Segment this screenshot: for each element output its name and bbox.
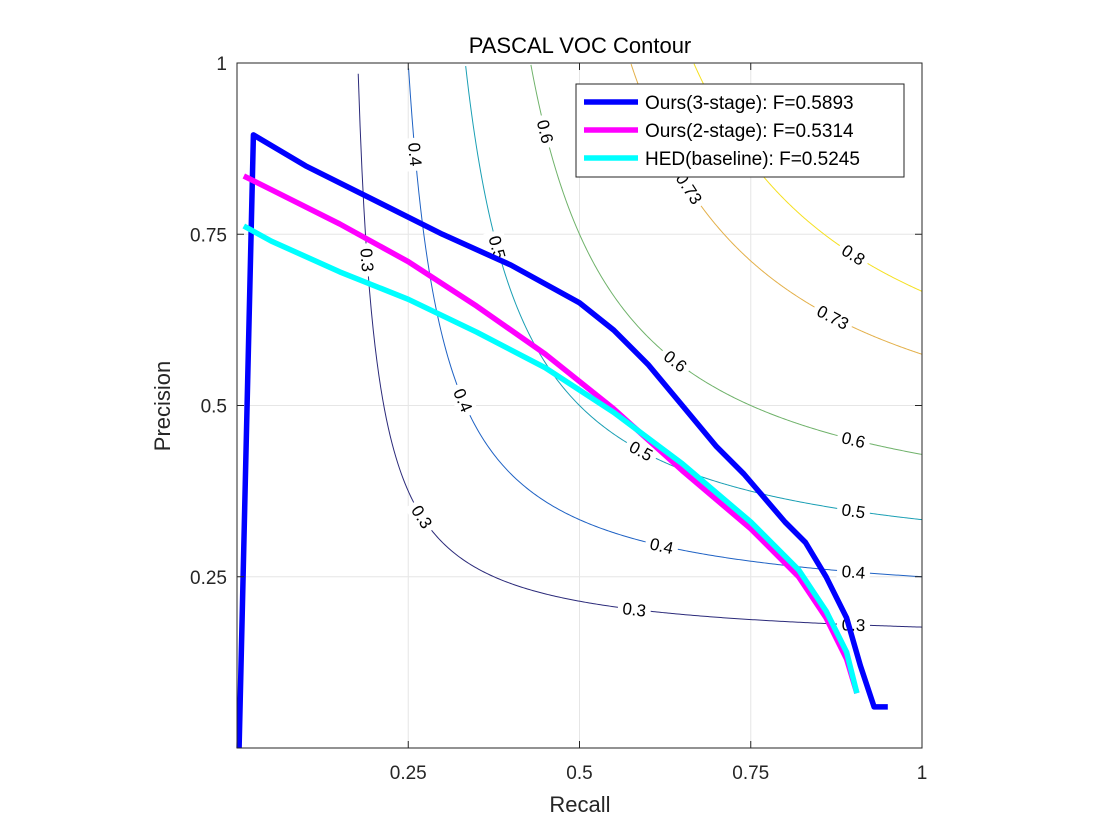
y-axis-label: Precision	[150, 361, 175, 451]
iso-label-bg	[643, 532, 681, 560]
series-line-1	[236, 132, 888, 749]
iso-label-bg	[656, 343, 695, 380]
y-tick-label: 0.75	[190, 225, 227, 246]
iso-label-bg	[531, 113, 559, 150]
iso-f-contours: 0.40.60.730.50.3 0.80.730.60.40.50.30.60.…	[356, 63, 922, 636]
axis-ticks: 0.25 0.5 0.75 1 0.25 0.5 0.75 1	[190, 54, 927, 784]
x-tick-label: 1	[917, 763, 928, 784]
iso-label-bg	[447, 381, 479, 420]
iso-f-label: 0.5	[840, 500, 866, 522]
y-tick-label: 1	[216, 54, 227, 75]
series-line-2	[242, 173, 860, 694]
x-tick-label: 0.75	[732, 763, 769, 784]
x-tick-label: 0.5	[566, 763, 592, 784]
iso-f-label: 0.4	[841, 562, 866, 583]
iso-label-bg	[403, 137, 427, 172]
iso-label-bg	[834, 237, 873, 273]
legend-entry: Ours(3-stage): F=0.5893	[645, 93, 854, 114]
iso-label-bg	[835, 498, 872, 524]
iso-label-bg	[835, 426, 872, 454]
iso-label-bg	[836, 560, 871, 584]
y-tick-label: 0.25	[190, 568, 227, 589]
iso-label-bg	[621, 434, 661, 468]
series-line-3	[242, 223, 860, 694]
legend: Ours(3-stage): F=0.5893 Ours(2-stage): F=…	[575, 83, 905, 178]
iso-f-label: 0.4	[648, 534, 675, 558]
chart-title: PASCAL VOC Contour	[469, 33, 692, 58]
iso-label-bg	[356, 242, 379, 278]
y-tick-label: 0.5	[201, 397, 227, 418]
iso-f-label: 0.3	[621, 599, 647, 621]
legend-entry: Ours(2-stage): F=0.5314	[645, 121, 854, 142]
iso-curve-group: 0.40.60.730.50.3 0.80.730.60.40.50.30.60.…	[356, 63, 922, 636]
iso-f-label: 0.4	[404, 142, 425, 167]
legend-entry: HED(baseline): F=0.5245	[645, 149, 860, 170]
iso-label-bg	[809, 298, 857, 336]
iso-label-bg	[404, 497, 440, 537]
x-tick-label: 0.25	[390, 763, 427, 784]
x-axis-label: Recall	[549, 792, 610, 817]
iso-f-label: 0.3	[356, 248, 377, 273]
iso-label-bg	[616, 597, 652, 622]
pr-curves	[236, 132, 888, 749]
